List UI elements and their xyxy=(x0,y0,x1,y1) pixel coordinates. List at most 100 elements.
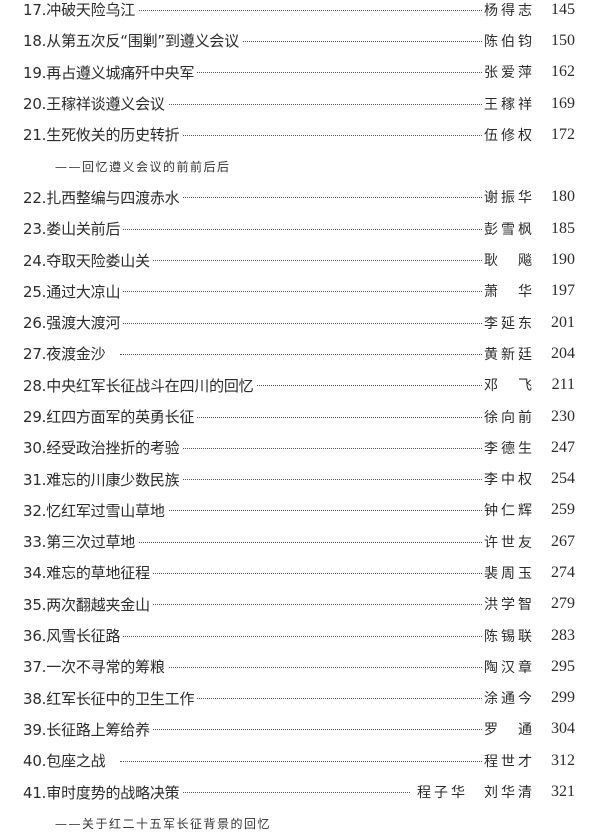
entry-number: 34. xyxy=(23,564,47,583)
toc-entry[interactable]: 19.再占遵义城痛歼中央军 张爱萍 162 xyxy=(0,57,600,88)
entry-title-text: 通过大凉山 xyxy=(46,282,121,301)
dot-leader xyxy=(120,541,482,543)
toc-entry[interactable]: 27.夜渡金沙 黄新廷 204 xyxy=(0,338,600,369)
entry-number: 31. xyxy=(23,470,47,489)
entry-author: 许世友 xyxy=(484,531,532,552)
entry-title-text: 冲破天险乌江 xyxy=(46,1,136,20)
entry-title: 29.红四方面军的英勇长征 xyxy=(23,406,198,427)
entry-title-text: 夜渡金沙 xyxy=(46,345,106,364)
entry-page-number: 304 xyxy=(551,720,575,738)
entry-page-number: 247 xyxy=(551,438,575,456)
entry-title-text: 红四方面军的英勇长征 xyxy=(46,408,195,426)
toc-entry[interactable]: 40.包座之战 程世才 312 xyxy=(0,745,600,776)
entry-author: 黄新廷 xyxy=(484,343,532,364)
entry-page-number: 299 xyxy=(551,689,575,707)
entry-author: 耿 飚 xyxy=(484,250,532,271)
dot-leader xyxy=(120,385,482,387)
toc-entry[interactable]: 22.扎西整编与四渡赤水 谢振华 180 xyxy=(0,182,600,213)
toc-entry[interactable]: 20.王稼祥谈遵义会议 王稼祥 169 xyxy=(0,88,600,119)
entry-title: 26.强渡大渡河 xyxy=(23,312,124,334)
entry-number: 40. xyxy=(23,752,47,771)
toc-entry[interactable]: 23.娄山关前后 彭雪枫 185 xyxy=(0,213,600,244)
entry-title-text: 中央红军长征战斗在四川的回忆 xyxy=(46,376,254,395)
entry-author: 刘华清 xyxy=(484,782,532,803)
dot-leader xyxy=(120,9,482,11)
toc-entry[interactable]: 26.强渡大渡河 李延东 201 xyxy=(0,307,600,338)
entry-page-number: 185 xyxy=(551,219,575,237)
entry-author: 洪学智 xyxy=(484,594,532,615)
entry-title: 38.红军长征中的卫生工作 xyxy=(23,687,198,709)
entry-subtitle-row: ——回忆遵义会议的前前后后 xyxy=(0,150,600,181)
toc-entry[interactable]: 24.夺取天险娄山关 耿 飚 190 xyxy=(0,244,600,275)
entry-title-text: 从第五次反“围剿”到遵义会议 xyxy=(46,32,240,51)
toc-entry[interactable]: 21.生死攸关的历史转折 伍修权 172 xyxy=(0,119,600,150)
entry-title: 28.中央红军长征战斗在四川的回忆 xyxy=(23,374,257,396)
entry-title-text: 强渡大渡河 xyxy=(46,314,121,333)
entry-number: 38. xyxy=(23,689,47,708)
toc-entry[interactable]: 25.通过大凉山 萧 华 197 xyxy=(0,276,600,307)
entry-page-number: 321 xyxy=(551,783,575,801)
entry-page-number: 274 xyxy=(551,563,575,581)
entry-page-number: 211 xyxy=(551,376,575,394)
entry-page-number: 172 xyxy=(551,125,575,143)
entry-page-number: 312 xyxy=(551,751,575,769)
entry-author: 程子华 xyxy=(413,782,465,803)
toc-entry[interactable]: 35.两次翻越夹金山 洪学智 279 xyxy=(0,589,600,620)
entry-author: 萧 华 xyxy=(484,281,532,302)
entry-number: 26. xyxy=(23,314,47,333)
entry-author: 李中权 xyxy=(484,469,532,490)
entry-title-text: 娄山关前后 xyxy=(46,220,121,239)
toc-entry[interactable]: 34.难忘的草地征程 裴周玉 274 xyxy=(0,557,600,588)
dot-leader xyxy=(120,103,482,105)
dot-leader xyxy=(120,40,482,42)
toc-entry[interactable]: 41.审时度势的战略决策 程子华 刘华清 321 xyxy=(0,776,600,807)
toc-entry[interactable]: 18.从第五次反“围剿”到遵义会议 陈伯钧 150 xyxy=(0,25,600,56)
toc-entry[interactable]: 32.忆红军过雪山草地 钟仁辉 259 xyxy=(0,495,600,526)
toc-entry[interactable]: 36.风雪长征路 陈锡联 283 xyxy=(0,620,600,651)
entry-title-text: 难忘的草地征程 xyxy=(46,564,150,583)
entry-author: 谢振华 xyxy=(484,187,532,208)
entry-page-number: 169 xyxy=(551,94,575,112)
entry-title: 18.从第五次反“围剿”到遵义会议 xyxy=(23,30,243,52)
entry-page-number: 204 xyxy=(551,344,575,362)
toc-entry[interactable]: 17.冲破天险乌江 杨得志 145 xyxy=(0,0,600,25)
entry-page-number: 201 xyxy=(551,313,575,331)
entry-number: 39. xyxy=(23,720,47,739)
dot-leader xyxy=(120,666,482,668)
dot-leader xyxy=(120,134,482,136)
toc-entry[interactable]: 39.长征路上筹给养 罗 通 304 xyxy=(0,714,600,745)
entry-title: 23.娄山关前后 xyxy=(23,218,124,240)
entry-subtitle-row: ——关于红二十五军长征背景的回忆 xyxy=(0,808,600,839)
entry-title: 25.通过大凉山 xyxy=(23,280,124,302)
toc-entry[interactable]: 28.中央红军长征战斗在四川的回忆 邓 飞 211 xyxy=(0,370,600,401)
entry-title: 31.难忘的川康少数民族 xyxy=(23,468,183,490)
toc-entry[interactable]: 29.红四方面军的英勇长征 徐向前 230 xyxy=(0,401,600,432)
entry-number: 32. xyxy=(23,501,47,520)
entry-number: 21. xyxy=(23,126,47,145)
entry-title: 40.包座之战 xyxy=(23,750,109,772)
entry-author: 徐向前 xyxy=(484,406,532,427)
entry-title: 20.王稼祥谈遵义会议 xyxy=(23,93,168,115)
entry-number: 17. xyxy=(23,1,47,20)
entry-number: 29. xyxy=(23,408,47,426)
toc-entry[interactable]: 38.红军长征中的卫生工作 涂通今 299 xyxy=(0,683,600,714)
entry-number: 28. xyxy=(23,376,47,395)
dot-leader xyxy=(120,416,482,418)
entry-title: 32.忆红军过雪山草地 xyxy=(23,499,168,521)
toc-entry[interactable]: 30.经受政治挫折的考验 李德生 247 xyxy=(0,432,600,463)
toc-entry[interactable]: 33.第三次过草地 许世友 267 xyxy=(0,526,600,557)
toc-entry[interactable]: 37.一次不寻常的筹粮 陶汉章 295 xyxy=(0,651,600,682)
entry-author: 杨得志 xyxy=(484,0,532,20)
dot-leader xyxy=(120,572,482,574)
toc-entry[interactable]: 31.难忘的川康少数民族 李中权 254 xyxy=(0,463,600,494)
entry-page-number: 145 xyxy=(551,0,575,18)
entry-number: 23. xyxy=(23,220,47,239)
dot-leader xyxy=(120,322,482,324)
entry-title-text: 风雪长征路 xyxy=(46,627,121,646)
entry-page-number: 180 xyxy=(551,188,575,206)
entry-page-number: 259 xyxy=(551,501,575,519)
entry-author: 彭雪枫 xyxy=(484,218,532,239)
entry-page-number: 283 xyxy=(551,626,575,644)
entry-title: 36.风雪长征路 xyxy=(23,625,124,647)
entry-title: 39.长征路上筹给养 xyxy=(23,718,153,740)
